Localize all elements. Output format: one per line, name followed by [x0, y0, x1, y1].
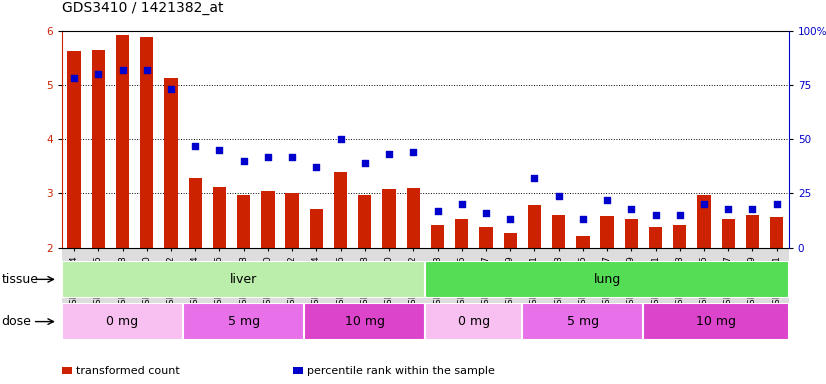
Bar [552, 215, 565, 248]
Bar [643, 303, 789, 340]
Point [649, 212, 662, 218]
Bar [522, 303, 643, 340]
Point [382, 151, 396, 157]
Text: 10 mg: 10 mg [344, 315, 385, 328]
Point [601, 197, 614, 203]
Point [455, 201, 468, 207]
Bar [310, 209, 323, 248]
Text: 5 mg: 5 mg [567, 315, 599, 328]
Point [673, 212, 686, 218]
Text: 10 mg: 10 mg [696, 315, 736, 328]
Point [746, 205, 759, 212]
Point [770, 201, 783, 207]
Point [188, 142, 202, 149]
Bar [286, 193, 299, 248]
Point [68, 75, 81, 81]
Point [286, 154, 299, 160]
Bar [261, 191, 274, 248]
Point [697, 201, 710, 207]
Point [261, 154, 274, 160]
Text: lung: lung [594, 273, 620, 286]
Point [237, 158, 250, 164]
Point [140, 67, 154, 73]
Point [528, 175, 541, 181]
Point [358, 160, 372, 166]
Bar [770, 217, 783, 248]
Point [116, 67, 129, 73]
Bar [62, 303, 183, 340]
Point [431, 208, 444, 214]
Text: transformed count: transformed count [76, 366, 180, 376]
Bar [334, 172, 347, 248]
Point [164, 86, 178, 93]
Bar [358, 195, 372, 248]
Bar [528, 205, 541, 248]
Bar [577, 236, 590, 248]
Point [624, 205, 638, 212]
Point [213, 147, 226, 153]
Bar [116, 35, 129, 248]
Point [552, 192, 565, 199]
Point [722, 205, 735, 212]
Bar [455, 220, 468, 248]
Bar [406, 188, 420, 248]
Point [310, 164, 323, 170]
Bar [62, 261, 425, 298]
Bar [304, 303, 425, 340]
Text: 0 mg: 0 mg [107, 315, 139, 328]
Bar [601, 216, 614, 248]
Bar [697, 195, 710, 248]
Bar [92, 50, 105, 248]
Bar [68, 51, 81, 248]
Text: 5 mg: 5 mg [228, 315, 259, 328]
Bar [479, 227, 492, 248]
Bar [649, 227, 662, 248]
Bar [425, 303, 522, 340]
Bar [237, 195, 250, 248]
Text: GDS3410 / 1421382_at: GDS3410 / 1421382_at [62, 2, 224, 15]
Bar [722, 220, 735, 248]
Text: liver: liver [230, 273, 257, 286]
Bar [188, 178, 202, 248]
Text: tissue: tissue [2, 273, 39, 286]
Point [577, 217, 590, 223]
Bar [382, 189, 396, 248]
Bar [746, 215, 759, 248]
Bar [164, 78, 178, 248]
Point [504, 217, 517, 223]
Bar [183, 303, 304, 340]
Point [406, 149, 420, 155]
Bar [624, 219, 638, 248]
Text: percentile rank within the sample: percentile rank within the sample [307, 366, 495, 376]
Bar [213, 187, 226, 248]
Bar [431, 225, 444, 248]
Bar [425, 261, 789, 298]
Text: 0 mg: 0 mg [458, 315, 490, 328]
Point [334, 136, 347, 142]
Text: dose: dose [2, 315, 31, 328]
Bar [673, 225, 686, 248]
Point [92, 71, 105, 77]
Point [479, 210, 492, 216]
Bar [504, 233, 517, 248]
Bar [140, 37, 154, 248]
